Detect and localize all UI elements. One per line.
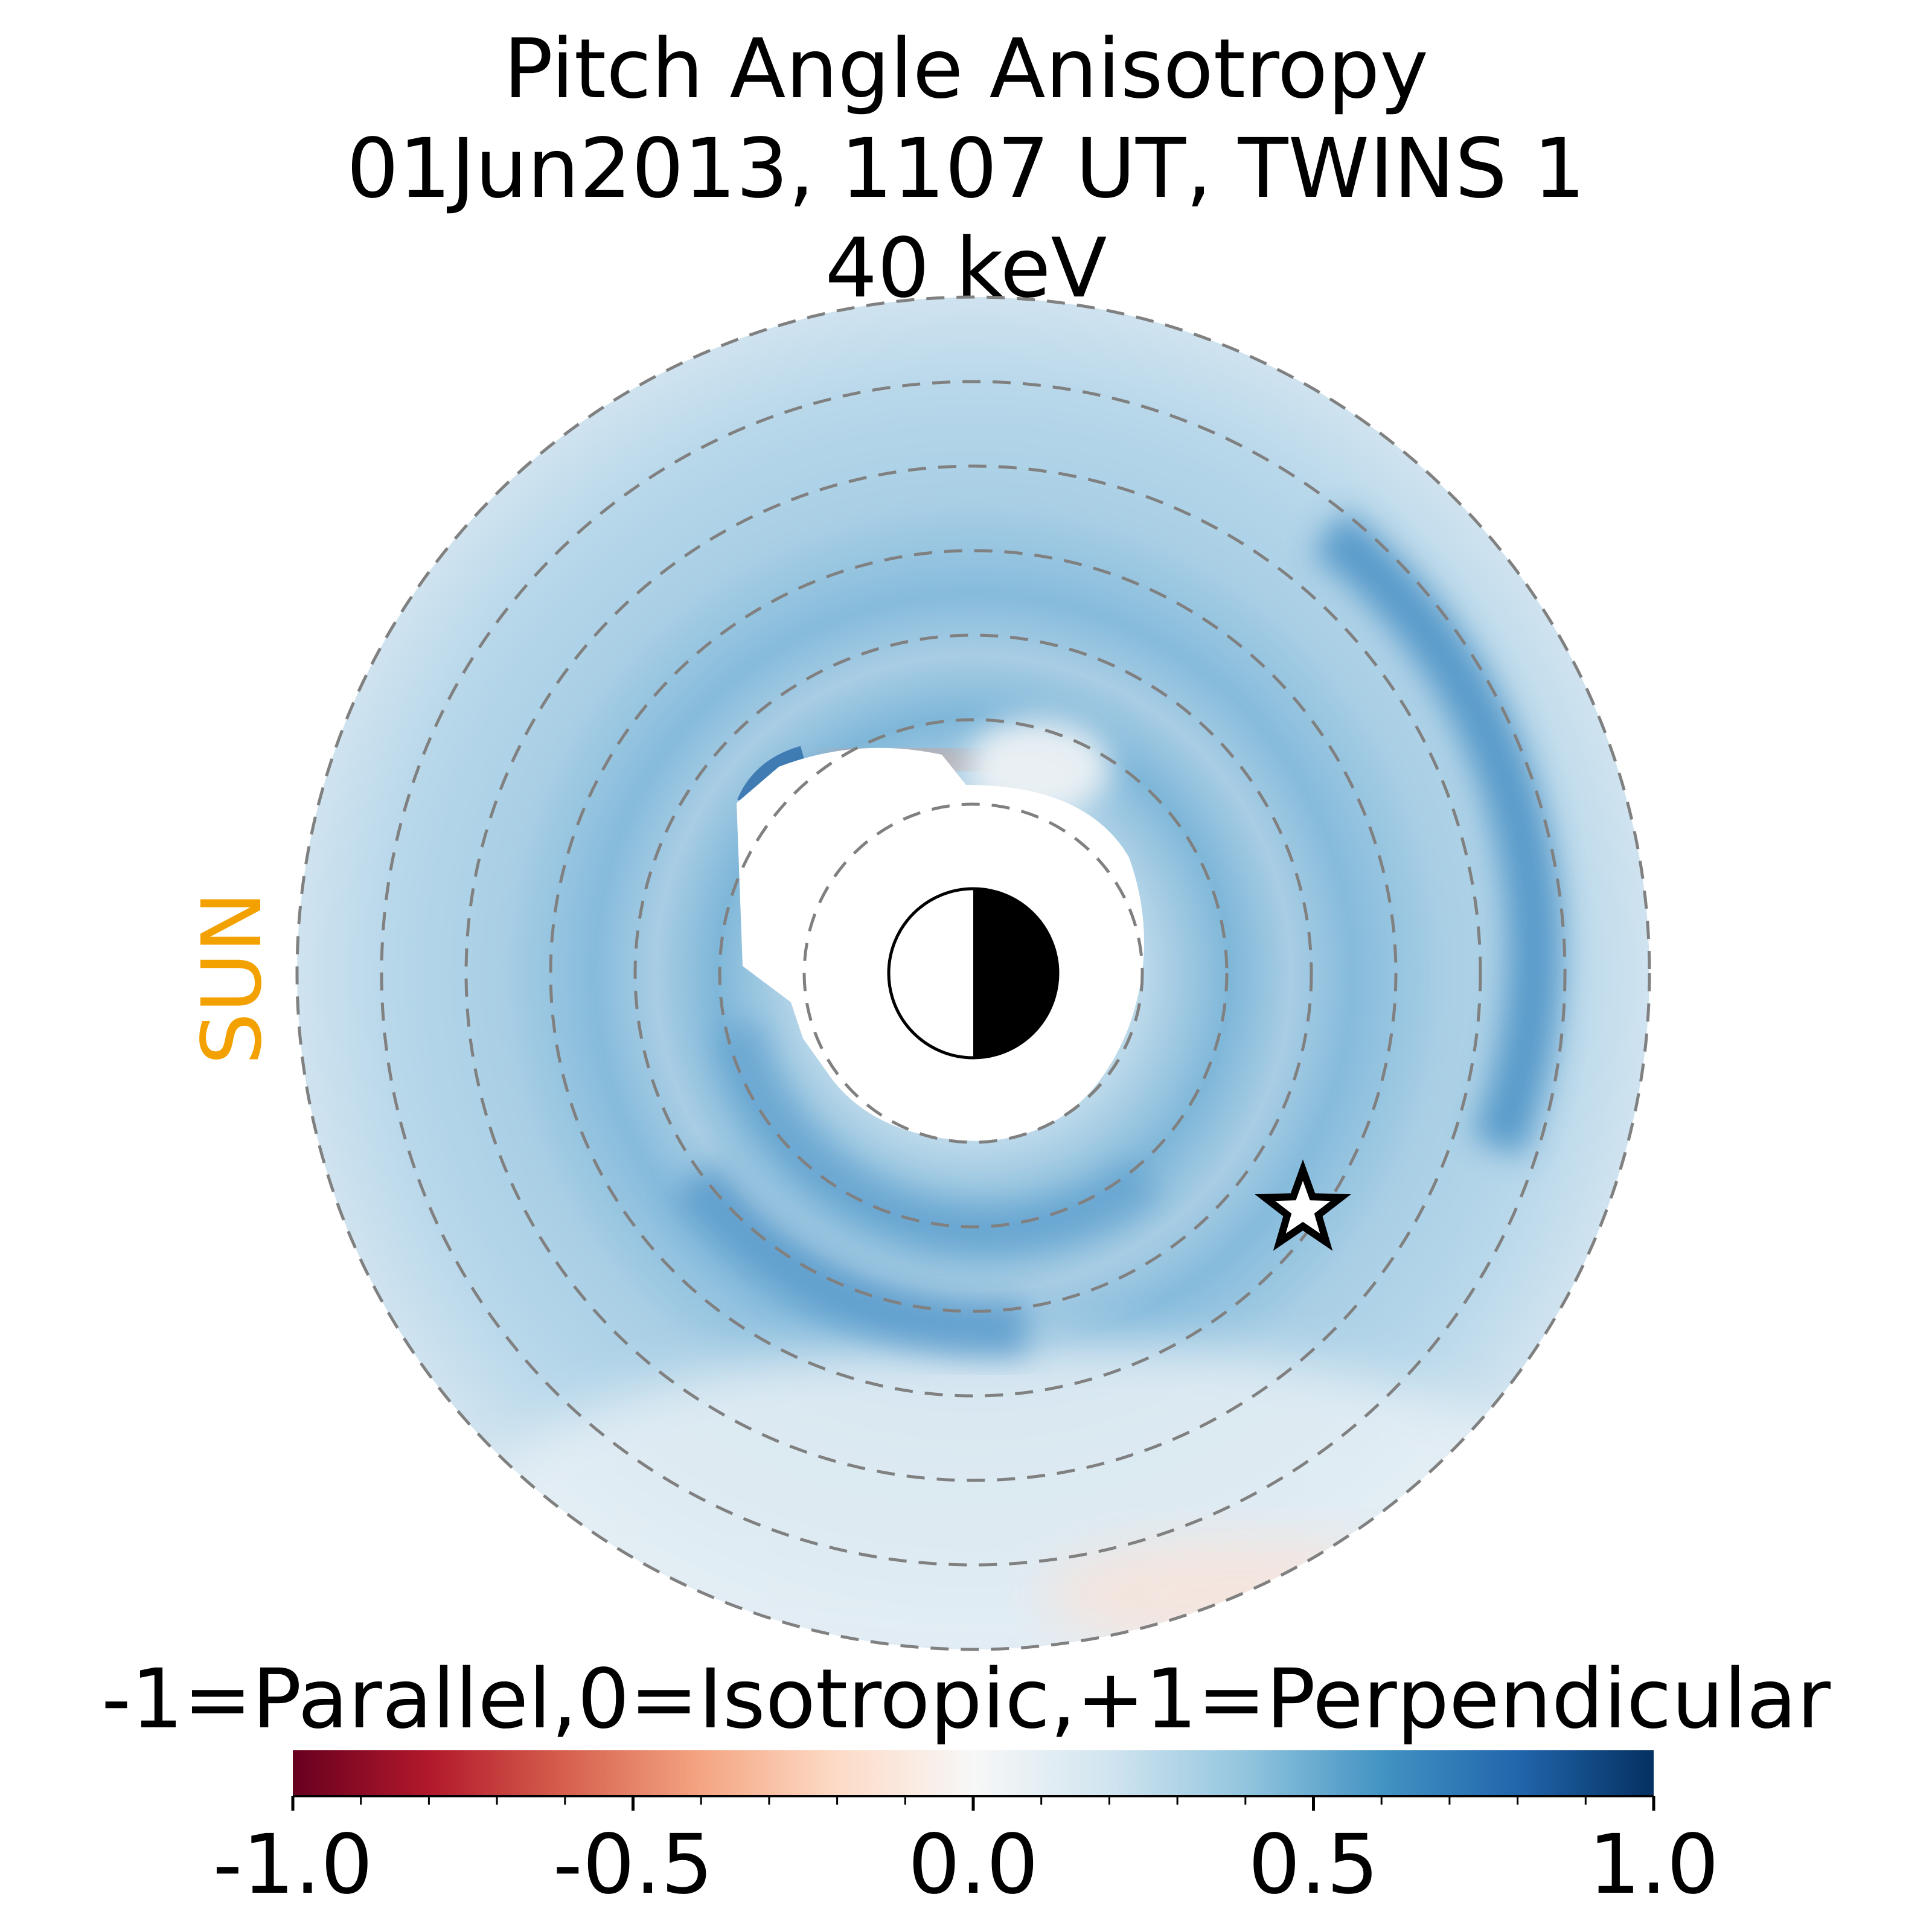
grid-circle-5re xyxy=(549,549,1398,1398)
grid-circle-2re xyxy=(802,802,1144,1144)
grid-circle-4re xyxy=(633,633,1313,1313)
grid-circle-3re xyxy=(718,718,1229,1229)
colorbar-tick-label: 0.0 xyxy=(907,1817,1039,1913)
dashed-radius-circles xyxy=(295,295,1651,1651)
chart-title-line-1: Pitch Angle Anisotropy xyxy=(504,22,1428,117)
sun-direction-label: SUN xyxy=(185,891,280,1065)
star-marker-icon xyxy=(1255,1159,1351,1251)
grid-circle-6re xyxy=(464,464,1482,1482)
grid-circle-8re xyxy=(295,295,1651,1651)
colorbar-tick-label: -0.5 xyxy=(552,1817,714,1913)
colorbar xyxy=(293,1750,1654,1796)
colorbar-tick-label: 1.0 xyxy=(1588,1817,1719,1913)
colorbar-label: -1=Parallel,0=Isotropic,+1=Perpendicular xyxy=(101,1652,1831,1747)
colorbar-tick-label: -1.0 xyxy=(213,1817,373,1913)
colorbar-tick-label: 0.5 xyxy=(1248,1817,1379,1913)
grid-circle-7re xyxy=(380,380,1567,1567)
earth-icon xyxy=(887,887,1060,1060)
chart-title-line-2: 01Jun2013, 1107 UT, TWINS 1 xyxy=(346,121,1586,217)
